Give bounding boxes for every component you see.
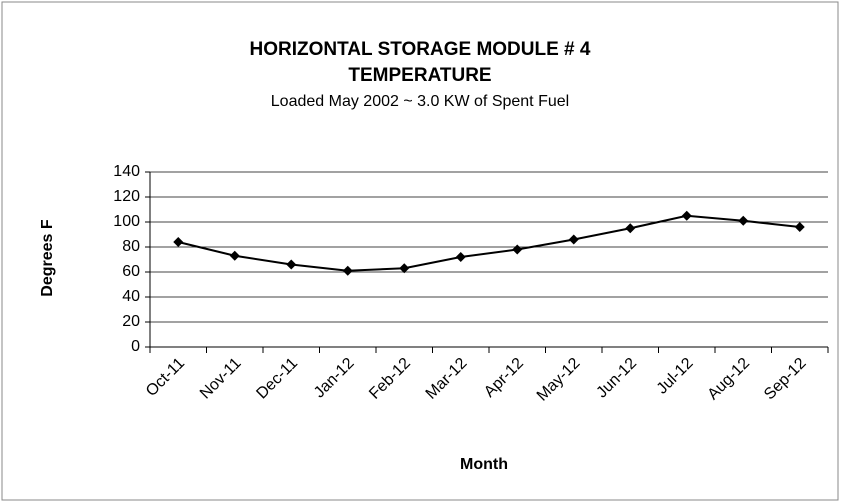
chart-title: HORIZONTAL STORAGE MODULE # 4 — [250, 39, 591, 60]
data-point — [681, 210, 692, 221]
data-point — [625, 223, 636, 234]
y-tick-label: 80 — [122, 238, 140, 255]
y-axis-title: Degrees F — [39, 219, 56, 297]
y-tick-label: 40 — [122, 288, 140, 305]
y-tick-label: 140 — [113, 163, 140, 180]
chart-title: TEMPERATURE — [348, 65, 491, 86]
chart-subtitle: Loaded May 2002 ~ 3.0 KW of Spent Fuel — [271, 93, 569, 110]
y-tick-label: 0 — [131, 338, 140, 355]
data-point — [568, 234, 579, 245]
data-point — [229, 250, 240, 261]
data-point — [173, 237, 184, 247]
data-point — [342, 265, 353, 276]
data-point — [286, 259, 297, 270]
data-point — [512, 244, 523, 255]
data-point — [738, 215, 749, 226]
y-tick-label: 20 — [122, 313, 140, 330]
data-point — [455, 252, 466, 262]
y-tick-label: 100 — [113, 213, 140, 230]
x-axis-title: Month — [460, 456, 508, 473]
data-point — [399, 263, 410, 274]
y-tick-label: 60 — [122, 263, 140, 280]
y-tick-label: 120 — [113, 188, 140, 205]
series-line — [178, 214, 800, 272]
data-point — [794, 222, 805, 232]
